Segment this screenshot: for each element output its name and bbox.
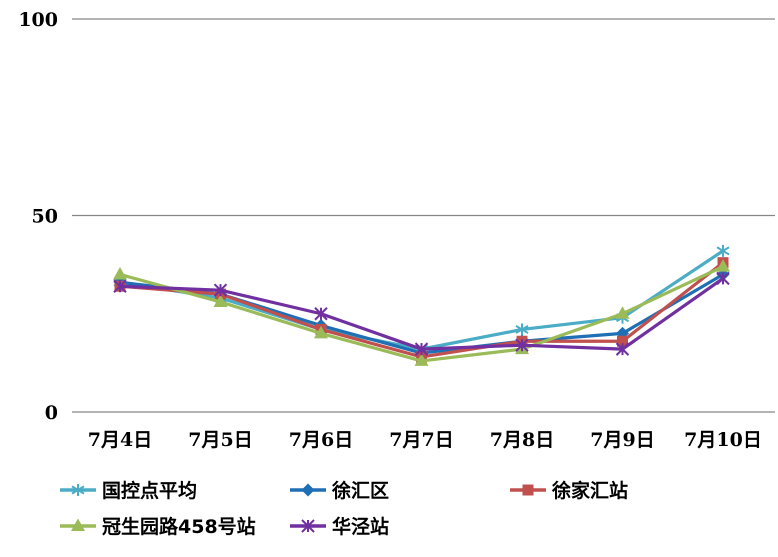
- legend-label: 徐汇区: [331, 479, 389, 502]
- series-lines: [113, 244, 730, 366]
- legend-item: 徐家汇站: [510, 479, 628, 502]
- x-tick-label: 7月10日: [684, 429, 762, 451]
- y-axis-tick-labels: 0 50 100: [18, 9, 58, 424]
- gridlines: [72, 18, 775, 413]
- data-point: [414, 353, 429, 366]
- x-tick-label: 7月9日: [590, 429, 654, 451]
- x-tick-label: 7月4日: [88, 429, 152, 451]
- y-tick-label: 50: [32, 206, 58, 228]
- data-point: [716, 259, 730, 272]
- y-tick-label: 0: [45, 402, 58, 424]
- x-tick-label: 7月6日: [289, 429, 353, 451]
- data-point: [515, 323, 529, 336]
- data-point: [314, 307, 328, 321]
- data-point: [617, 335, 628, 347]
- x-tick-label: 7月8日: [490, 429, 554, 451]
- legend-marker: [301, 483, 315, 497]
- legend-item: 徐汇区: [290, 479, 389, 502]
- data-point: [113, 279, 127, 293]
- legend-label: 冠生园路458号站: [102, 515, 256, 538]
- data-point: [615, 306, 630, 319]
- legend-marker: [71, 484, 85, 496]
- x-tick-label: 7月7日: [389, 429, 453, 451]
- data-point: [314, 325, 328, 339]
- series-3: [113, 259, 730, 366]
- legend-label: 国控点平均: [102, 479, 197, 502]
- data-point: [615, 342, 630, 356]
- x-tick-label: 7月5日: [188, 429, 252, 451]
- data-point: [515, 338, 529, 352]
- legend-item: 华泾站: [290, 515, 389, 538]
- data-point: [213, 283, 228, 297]
- data-point: [414, 342, 429, 356]
- data-point: [213, 294, 228, 307]
- data-point: [716, 271, 730, 286]
- legend-item: 冠生园路458号站: [60, 515, 256, 538]
- y-tick-label: 100: [18, 9, 58, 31]
- series-line: [119, 277, 724, 351]
- legend-label: 徐家汇站: [551, 479, 628, 502]
- x-axis-tick-labels: 7月4日 7月5日 7月6日 7月7日 7月8日 7月9日 7月10日: [88, 429, 762, 451]
- series-4: [113, 271, 730, 356]
- data-point: [113, 266, 127, 280]
- legend-label: 华泾站: [332, 515, 389, 538]
- data-point: [716, 244, 730, 257]
- legend-marker: [71, 518, 85, 531]
- legend-item: 国控点平均: [60, 479, 197, 502]
- legend-marker: [522, 484, 534, 496]
- legend-marker: [301, 519, 315, 533]
